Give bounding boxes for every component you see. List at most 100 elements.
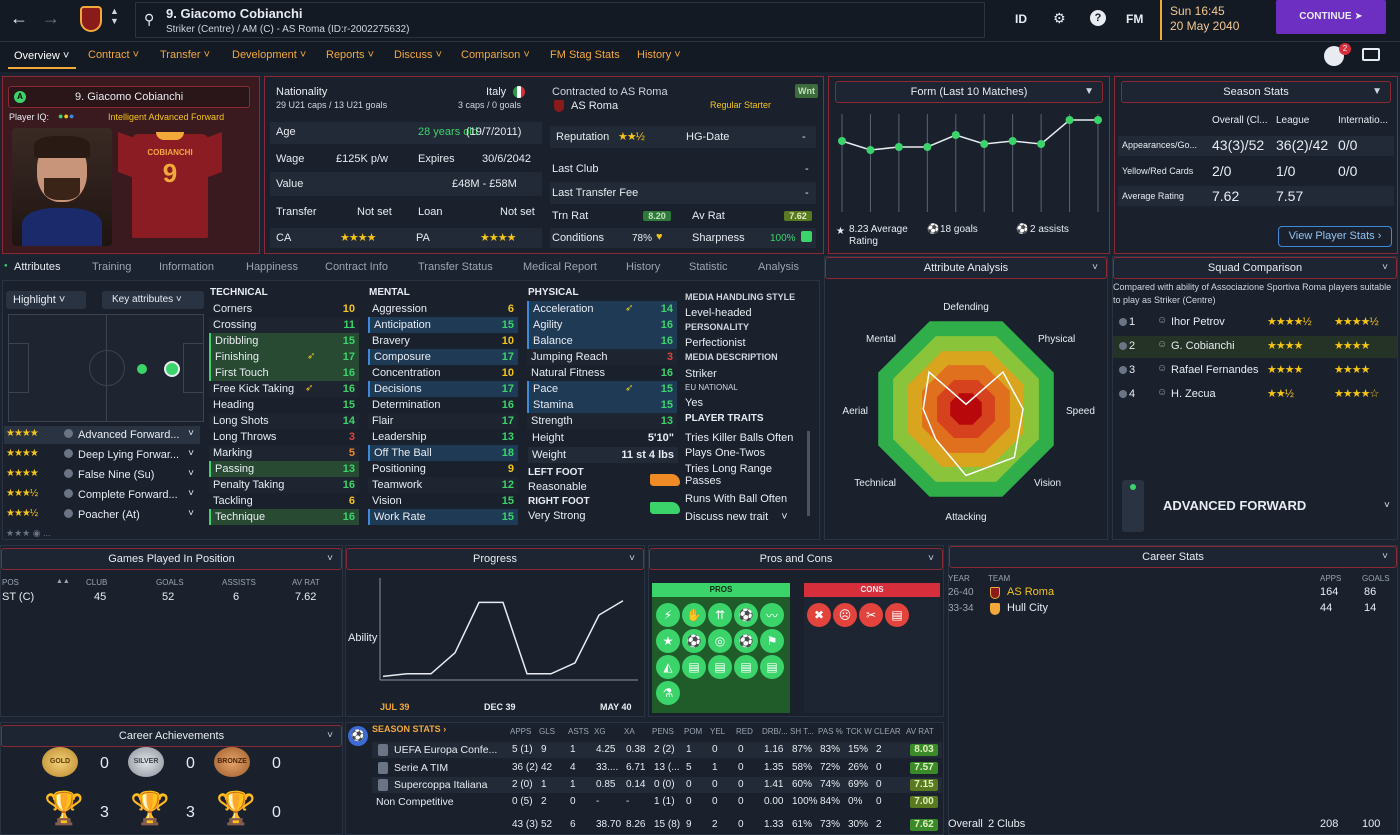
subtab-statistic[interactable]: Statistic — [689, 261, 728, 273]
form-point[interactable] — [894, 143, 903, 151]
stat-col-header[interactable]: ASTS — [568, 727, 589, 736]
subtab-history[interactable]: History — [626, 261, 661, 273]
stat-col-header[interactable]: YEL — [710, 727, 726, 736]
pro-trait-icon[interactable]: ⚽ — [734, 629, 758, 653]
season-stats-link[interactable]: SEASON STATS › — [372, 724, 447, 734]
highlight-dropdown[interactable]: Highlight ˅ — [6, 291, 86, 309]
attribute-row[interactable]: Penalty Taking 16 — [209, 477, 359, 493]
form-point[interactable] — [1037, 140, 1046, 148]
world-icon[interactable]: ⚙ — [1053, 10, 1066, 26]
attribute-row[interactable]: Stamina 15 — [527, 397, 677, 413]
form-point[interactable] — [923, 143, 932, 151]
attribute-row[interactable]: Pace ➶ 15 — [527, 381, 677, 397]
pro-trait-icon[interactable]: ◎ — [708, 629, 732, 653]
discuss-trait-button[interactable]: Discuss new trait ˅ — [685, 511, 788, 523]
con-trait-icon[interactable]: ▤ — [885, 603, 909, 627]
form-point[interactable] — [866, 146, 875, 154]
attribute-row[interactable]: Anticipation 15 — [368, 317, 518, 333]
sort-arrows-icon[interactable]: ▲▲ — [56, 578, 70, 585]
attribute-row[interactable]: Tackling 6 — [209, 493, 359, 509]
role-row[interactable]: ★★★½ Poacher (At) ˅ — [4, 506, 200, 524]
form-point[interactable] — [1008, 137, 1017, 145]
competition-name[interactable]: UEFA Europa Confe... — [394, 744, 498, 756]
role-row[interactable]: ★★★★ Deep Lying Forwar... ˅ — [4, 446, 200, 464]
attribute-row[interactable]: Agility 16 — [527, 317, 677, 333]
attribute-row[interactable]: Off The Ball 18 — [368, 445, 518, 461]
tab-comparison[interactable]: Comparison ˅ — [461, 49, 530, 61]
squad-row[interactable]: 3 ☺ Rafael Fernandes ★★★★ ★★★★ — [1113, 360, 1397, 382]
attribute-row[interactable]: Determination 16 — [368, 397, 518, 413]
pro-trait-icon[interactable]: ★ — [656, 629, 680, 653]
stat-col-header[interactable]: APPS — [510, 727, 532, 736]
monitor-icon[interactable] — [1362, 48, 1380, 61]
attribute-analysis-header[interactable]: Attribute Analysis ˅ — [825, 257, 1107, 279]
pro-trait-icon[interactable]: ◭ — [656, 655, 680, 679]
attribute-row[interactable]: Bravery 10 — [368, 333, 518, 349]
tab-fm-stag-stats[interactable]: FM Stag Stats — [550, 49, 620, 61]
attribute-row[interactable]: Natural Fitness 16 — [527, 365, 677, 381]
attribute-row[interactable]: Vision 15 — [368, 493, 518, 509]
role-row[interactable]: ★★★★ False Nine (Su) ˅ — [4, 466, 200, 484]
competition-name[interactable]: Supercoppa Italiana — [394, 779, 488, 791]
attribute-row[interactable]: Corners 10 — [209, 301, 359, 317]
roles-scroll[interactable]: ★★★ ◉ ... — [6, 528, 51, 538]
forward-arrow-icon[interactable]: → — [42, 8, 60, 28]
form-header[interactable]: Form (Last 10 Matches) ▼ — [835, 81, 1103, 103]
career-row-roma[interactable]: 26-40 AS Roma 164 86 — [948, 586, 1377, 599]
attribute-row[interactable]: Decisions 17 — [368, 381, 518, 397]
attribute-row[interactable]: Flair 17 — [368, 413, 518, 429]
attribute-row[interactable]: Teamwork 12 — [368, 477, 518, 493]
attribute-row[interactable]: Dribbling 15 — [209, 333, 359, 349]
pro-trait-icon[interactable]: ▤ — [708, 655, 732, 679]
tab-discuss[interactable]: Discuss ˅ — [394, 49, 442, 61]
up-down-arrows-icon[interactable]: ▲ ▼ — [110, 6, 119, 26]
stat-col-header[interactable]: CLEAR — [874, 727, 901, 736]
stat-col-header[interactable]: POM — [684, 727, 703, 736]
pro-trait-icon[interactable]: ⇈ — [708, 603, 732, 627]
form-point[interactable] — [1094, 116, 1102, 124]
club-badge-icon[interactable] — [80, 6, 102, 32]
pro-trait-icon[interactable]: ✋ — [682, 603, 706, 627]
attribute-row[interactable]: Acceleration ➶ 14 — [527, 301, 677, 317]
form-point[interactable] — [980, 140, 989, 148]
subtab-contract-info[interactable]: Contract Info — [325, 261, 388, 273]
attribute-row[interactable]: Concentration 10 — [368, 365, 518, 381]
stat-col-header[interactable]: XA — [624, 727, 635, 736]
role-row[interactable]: ★★★½ Complete Forward... ˅ — [4, 486, 200, 504]
back-arrow-icon[interactable]: ← — [10, 8, 28, 28]
squad-row[interactable]: 2 ☺ G. Cobianchi ★★★★ ★★★★ — [1113, 336, 1397, 358]
stat-col-header[interactable]: SH T... — [790, 727, 814, 736]
tab-reports[interactable]: Reports ˅ — [326, 49, 375, 61]
subtab-transfer-status[interactable]: Transfer Status — [418, 261, 493, 273]
stat-col-header[interactable]: PAS % — [818, 727, 843, 736]
attribute-row[interactable]: Strength 13 — [527, 413, 677, 429]
career-stats-header[interactable]: Career Stats ˅ — [949, 546, 1397, 568]
stat-col-header[interactable]: RED — [736, 727, 753, 736]
pros-cons-header[interactable]: Pros and Cons ˅ — [649, 548, 943, 570]
help-icon[interactable]: ? — [1090, 10, 1106, 26]
subtab-analysis[interactable]: Analysis — [758, 261, 799, 273]
attribute-row[interactable]: Long Throws 3 — [209, 429, 359, 445]
stat-col-header[interactable]: PENS — [652, 727, 674, 736]
subtab-attributes[interactable]: Attributes — [14, 261, 61, 273]
form-point[interactable] — [838, 137, 846, 145]
con-trait-icon[interactable]: ☹ — [833, 603, 857, 627]
attribute-row[interactable]: Marking 5 — [209, 445, 359, 461]
stat-col-header[interactable]: XG — [594, 727, 606, 736]
attribute-row[interactable]: Composure 17 — [368, 349, 518, 365]
squad-row[interactable]: 1 ☺ Ihor Petrov ★★★★½ ★★★★½ — [1113, 312, 1397, 334]
con-trait-icon[interactable]: ✂ — [859, 603, 883, 627]
attribute-row[interactable]: Jumping Reach 3 — [527, 349, 677, 365]
tab-transfer[interactable]: Transfer ˅ — [160, 49, 211, 61]
continue-button[interactable]: CONTINUE ➤ — [1276, 0, 1386, 34]
traits-scrollbar[interactable] — [807, 431, 810, 516]
squad-comparison-header[interactable]: Squad Comparison ˅ — [1113, 257, 1397, 279]
role-chevron-icon[interactable]: ˅ — [1384, 500, 1390, 511]
competition-name[interactable]: Serie A TIM — [394, 762, 449, 774]
attribute-row[interactable]: First Touch 16 — [209, 365, 359, 381]
subtab-training[interactable]: Training — [92, 261, 132, 273]
tab-development[interactable]: Development ˅ — [232, 49, 307, 61]
stat-col-header[interactable]: DRB/... — [762, 727, 788, 736]
subtab-happiness[interactable]: Happiness — [246, 261, 298, 273]
pro-trait-icon[interactable]: ⚽ — [734, 603, 758, 627]
